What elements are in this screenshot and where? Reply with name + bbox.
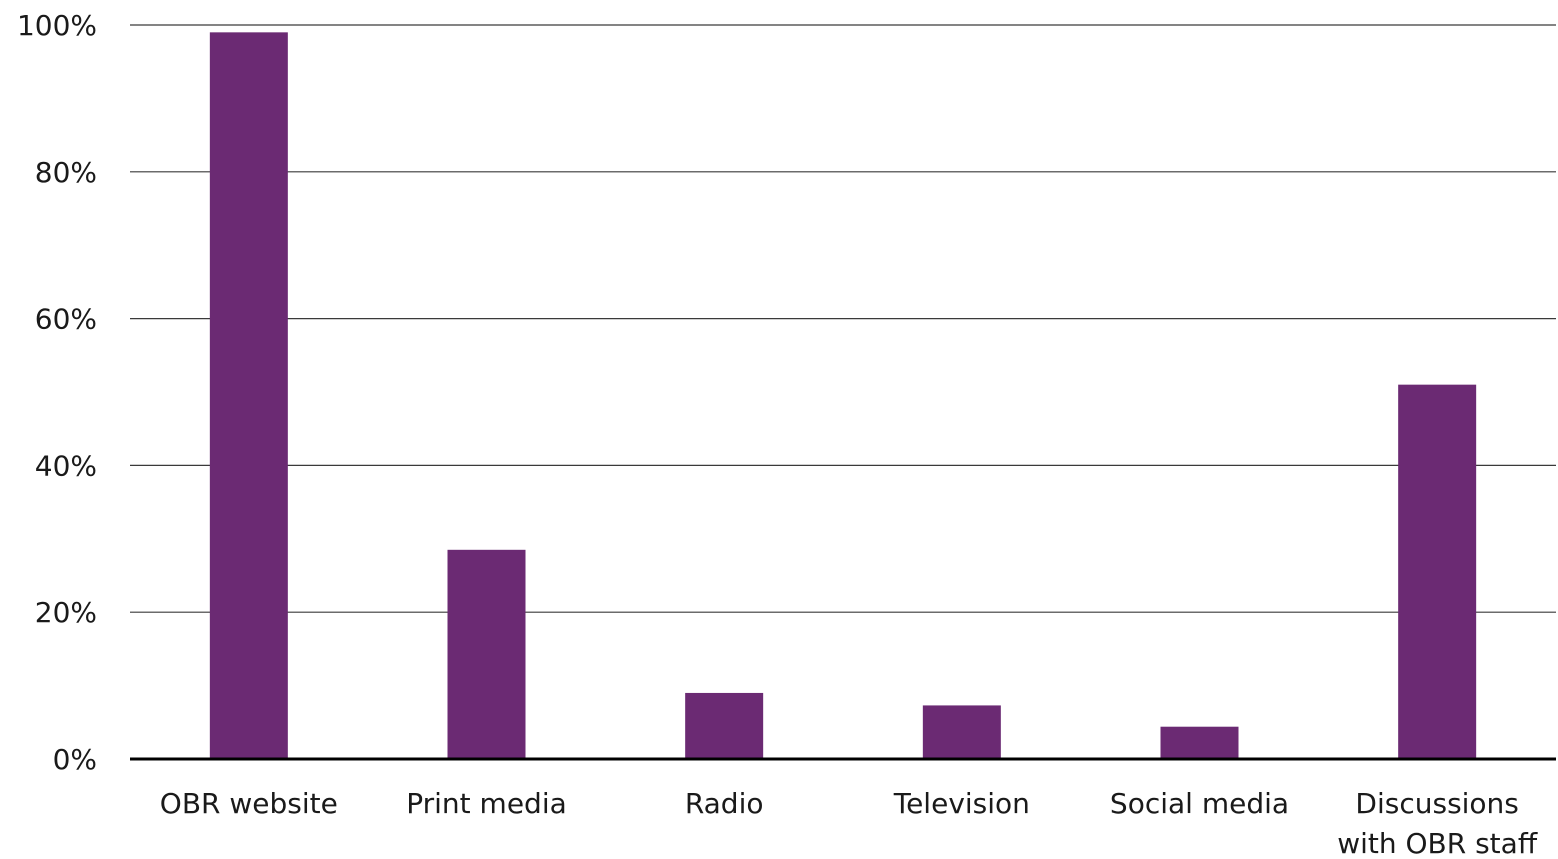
gridlines <box>130 24 1556 613</box>
bar-1 <box>447 549 526 759</box>
y-tick-label: 40% <box>35 449 97 482</box>
y-tick-label: 100% <box>17 9 97 42</box>
x-category-label: Discussions <box>1355 787 1519 820</box>
y-tick-label: 60% <box>35 303 97 336</box>
x-axis-category-labels: OBR website Print media Radio Television Soc… <box>160 787 1538 859</box>
bar-0 <box>209 32 288 759</box>
x-category-label: Radio <box>685 787 764 820</box>
x-category-label: Social media <box>1110 787 1289 820</box>
bar-2 <box>685 692 764 759</box>
y-tick-label: 20% <box>35 596 97 629</box>
x-category-label: with OBR staff <box>1337 827 1538 859</box>
bar-5 <box>1398 384 1477 759</box>
bar-4 <box>1160 726 1239 759</box>
x-category-label: OBR website <box>160 787 338 820</box>
bar-3 <box>922 705 1001 759</box>
bars <box>209 32 1477 759</box>
y-tick-label: 80% <box>35 156 97 189</box>
x-category-label: Television <box>893 787 1030 820</box>
x-category-label: Print media <box>406 787 567 820</box>
y-tick-label: 0% <box>53 743 97 776</box>
y-axis-tick-labels: 0% 20% 40% 60% 80% 100% <box>17 9 97 776</box>
